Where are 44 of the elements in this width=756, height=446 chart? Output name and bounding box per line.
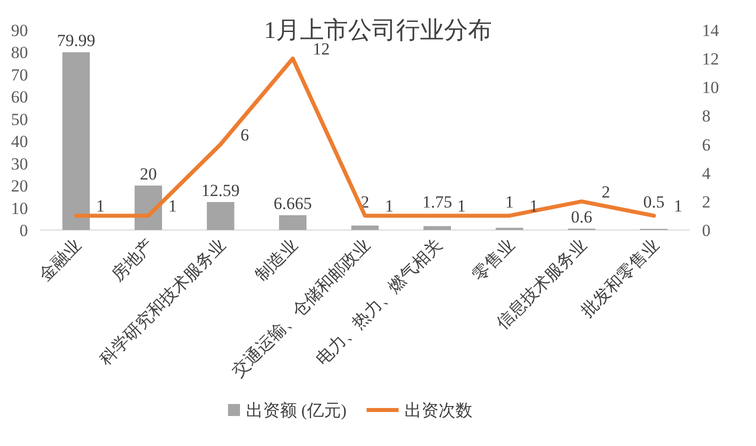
x-tick-label: 制造业	[252, 235, 302, 285]
x-tick-label: 零售业	[468, 235, 518, 285]
data-label: 6	[240, 125, 250, 144]
legend-label: 出资额 (亿元)	[246, 401, 347, 420]
legend-label: 出资次数	[404, 401, 473, 420]
y2-tick-label: 4	[702, 164, 711, 183]
data-label: 6.665	[274, 194, 312, 214]
y2-tick-label: 14	[702, 21, 720, 40]
data-label: 0.5	[643, 192, 665, 212]
bar	[351, 226, 379, 230]
y-tick-label: 30	[11, 154, 28, 174]
data-label: 1	[96, 196, 105, 216]
data-label: 1	[674, 196, 682, 216]
data-label: 0.6	[571, 208, 592, 227]
y-tick-label: 40	[11, 132, 28, 152]
y2-tick-label: 12	[702, 50, 719, 69]
data-label: 1	[168, 196, 177, 216]
y-tick-label: 50	[11, 110, 28, 129]
bar	[206, 202, 234, 230]
x-tick-label: 金融业	[35, 235, 85, 285]
y2-tick-label: 2	[702, 192, 710, 212]
y-tick-label: 10	[11, 198, 28, 218]
y-tick-label: 0	[20, 221, 28, 240]
y-tick-label: 90	[11, 21, 28, 40]
bar	[279, 215, 306, 230]
data-label: 1	[457, 196, 466, 216]
data-label: 12.59	[201, 181, 240, 200]
y-tick-label: 20	[11, 176, 28, 196]
y-tick-label: 80	[11, 43, 28, 62]
x-tick-label: 房地产	[108, 235, 158, 285]
y-tick-label: 70	[11, 65, 28, 84]
data-label: 1	[505, 192, 514, 212]
data-label: 1	[385, 196, 394, 216]
bar	[62, 52, 90, 230]
data-label: 79.99	[56, 31, 96, 50]
data-label: 1.75	[422, 192, 452, 212]
y2-tick-label: 8	[702, 106, 710, 126]
y2-tick-label: 0	[702, 221, 710, 240]
data-label: 2	[602, 182, 610, 202]
y-tick-label: 60	[11, 88, 28, 107]
data-label: 20	[140, 164, 157, 184]
y2-tick-label: 6	[702, 135, 710, 154]
y2-tick-label: 10	[702, 78, 719, 98]
bar	[424, 226, 451, 230]
